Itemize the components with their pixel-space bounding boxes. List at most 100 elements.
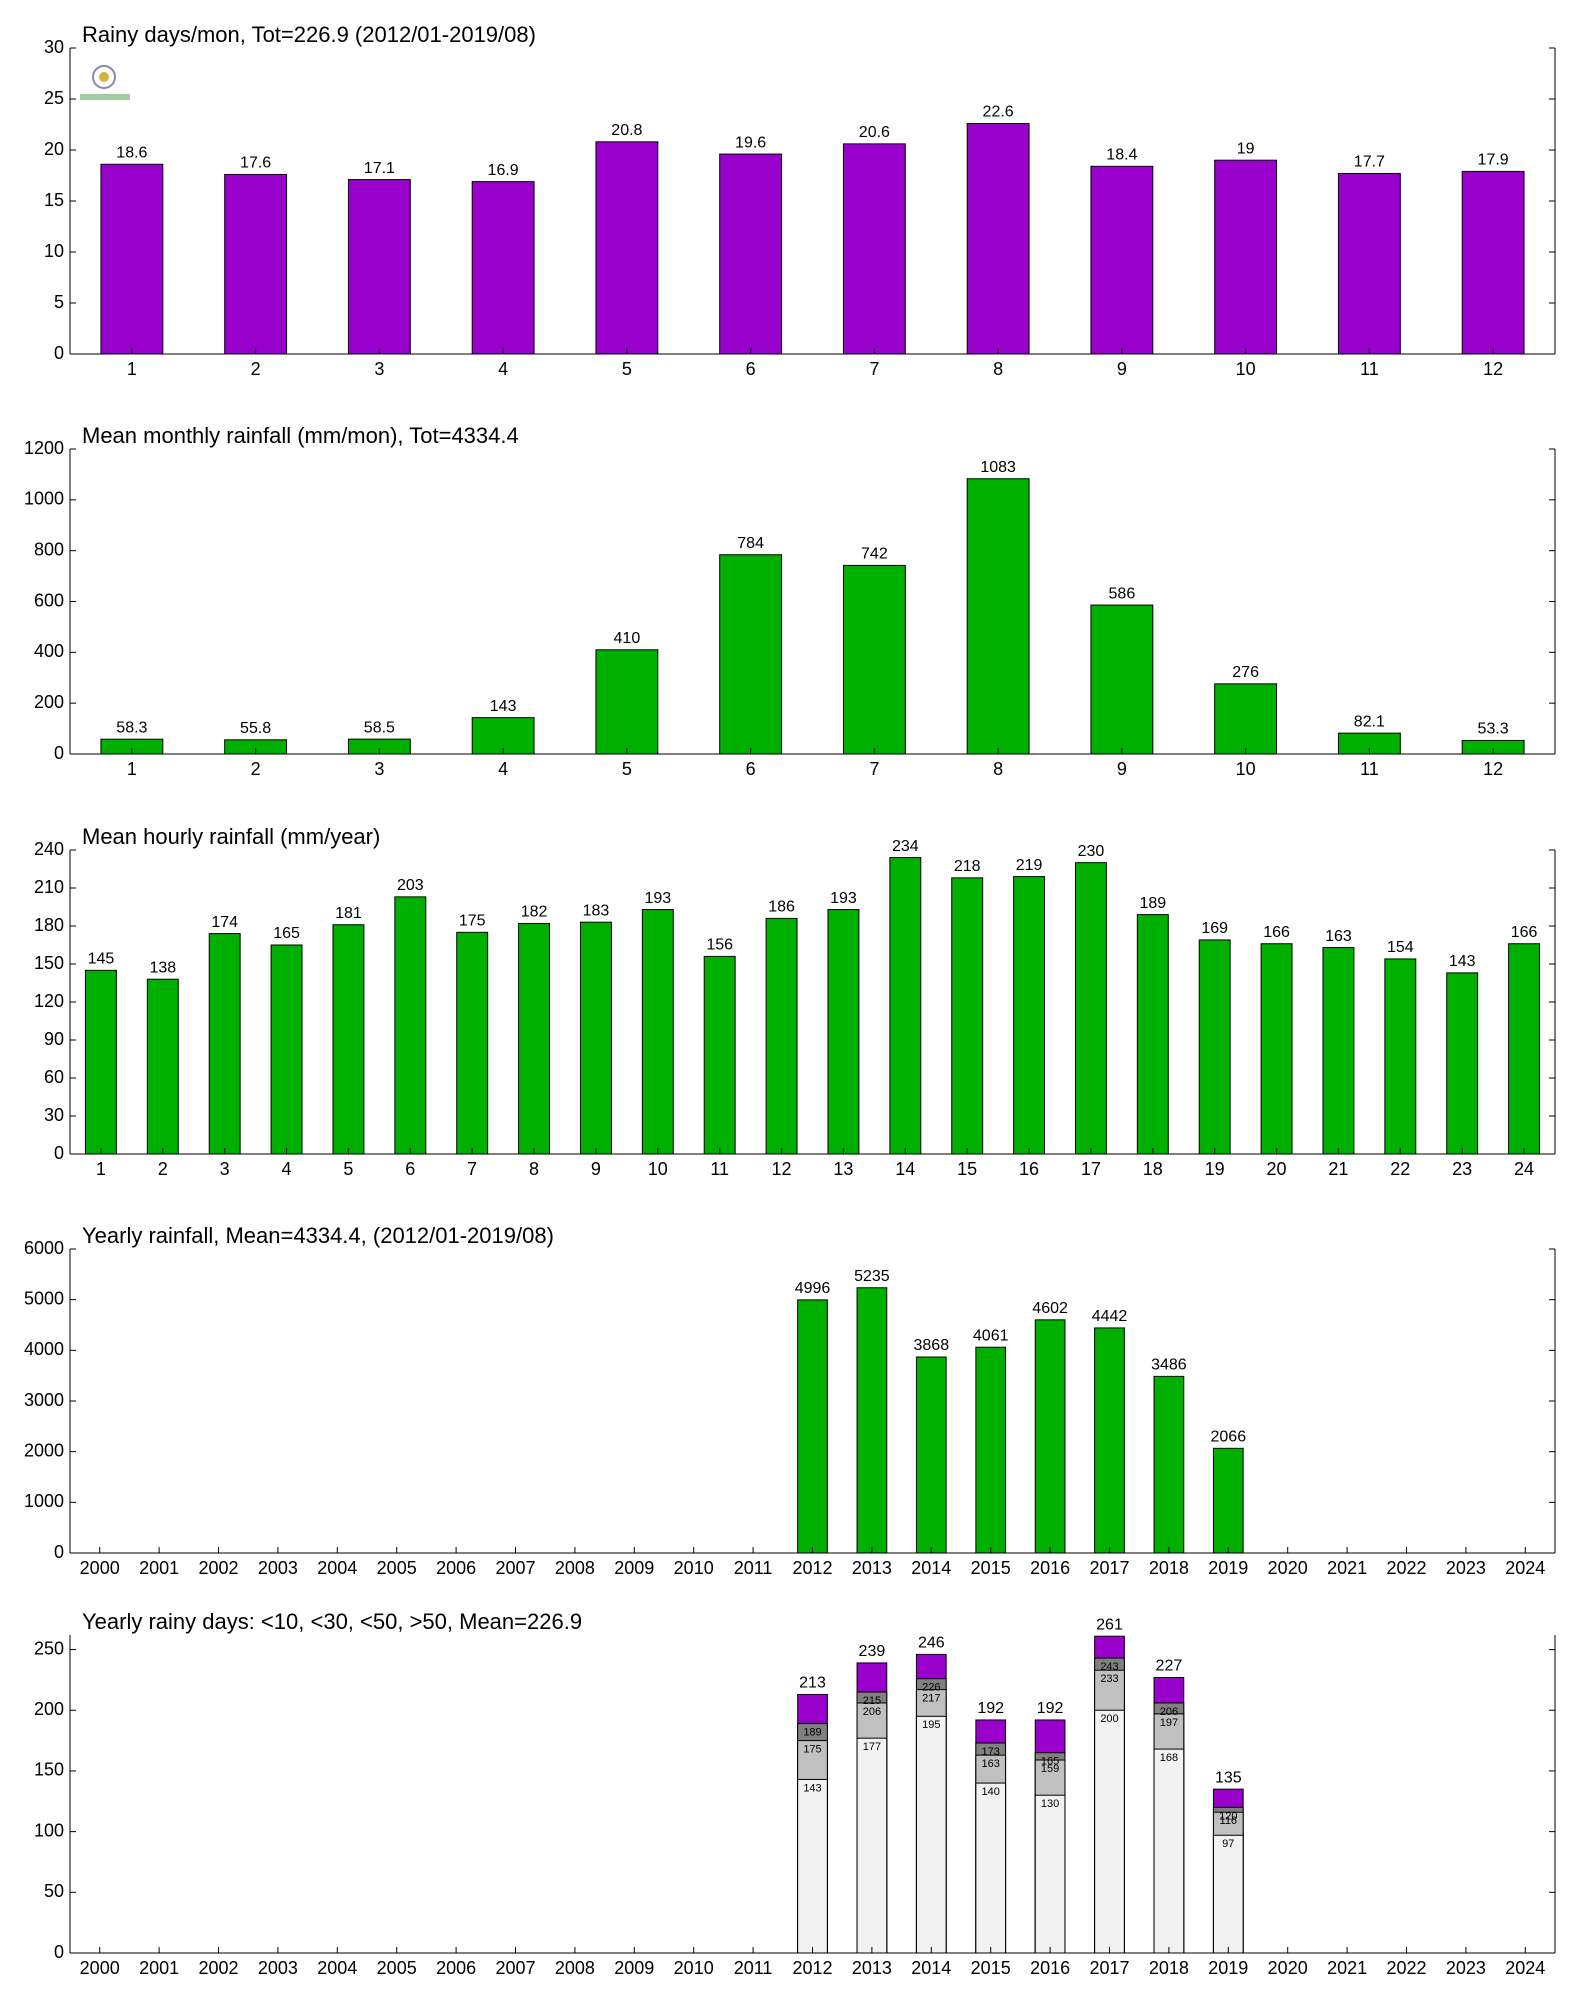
- x-tick-label: 2024: [1505, 1558, 1545, 1578]
- x-tick-label: 2: [251, 359, 261, 379]
- x-tick-label: 18: [1143, 1159, 1163, 1179]
- bar: [915, 1715, 947, 1954]
- bar: [224, 173, 288, 355]
- value-label: 17.1: [364, 160, 395, 177]
- y-tick-label: 200: [34, 1699, 64, 1719]
- x-tick-label: 12: [1483, 359, 1503, 379]
- y-tick-label: 0: [54, 1942, 64, 1962]
- x-tick-label: 6: [746, 359, 756, 379]
- x-tick-label: 15: [957, 1159, 977, 1179]
- bar: [1461, 170, 1525, 355]
- value-label: 16.9: [488, 162, 519, 179]
- bar: [1322, 947, 1355, 1155]
- bar: [915, 1356, 947, 1554]
- x-tick-label: 4: [282, 1159, 292, 1179]
- value-label: 175: [803, 1744, 821, 1756]
- bar: [1090, 165, 1154, 355]
- value-label: 20.6: [859, 124, 890, 141]
- value-label: 154: [1387, 939, 1414, 956]
- x-tick-label: 2008: [555, 1558, 595, 1578]
- x-tick-label: 5: [622, 759, 632, 779]
- x-tick-label: 6: [746, 759, 756, 779]
- bar: [1508, 943, 1541, 1155]
- y-tick-label: 50: [44, 1881, 64, 1901]
- x-tick-label: 2020: [1268, 1558, 1308, 1578]
- x-tick-label: 2019: [1208, 1558, 1248, 1578]
- value-label: 4061: [973, 1327, 1009, 1344]
- bar: [394, 896, 427, 1155]
- value-label: 135: [1215, 1769, 1242, 1786]
- x-tick-label: 8: [993, 359, 1003, 379]
- y-tick-label: 6000: [24, 1238, 64, 1258]
- x-tick-label: 2003: [258, 1958, 298, 1978]
- value-label: 4442: [1092, 1308, 1128, 1325]
- bar: [518, 922, 551, 1155]
- value-label: 233: [1100, 1673, 1118, 1685]
- x-tick-label: 2004: [317, 1958, 357, 1978]
- x-tick-label: 2010: [674, 1558, 714, 1578]
- value-label: 3486: [1151, 1357, 1187, 1374]
- x-tick-label: 2001: [139, 1958, 179, 1978]
- x-tick-label: 2017: [1089, 1558, 1129, 1578]
- bar: [765, 917, 798, 1155]
- bar: [842, 143, 906, 355]
- x-tick-label: 9: [591, 1159, 601, 1179]
- value-label: 168: [1160, 1752, 1178, 1764]
- value-label: 17.9: [1478, 152, 1509, 169]
- y-tick-label: 240: [34, 839, 64, 859]
- value-label: 243: [1100, 1661, 1118, 1673]
- x-tick-label: 2012: [792, 1958, 832, 1978]
- bar: [641, 909, 674, 1155]
- value-label: 4602: [1032, 1300, 1068, 1317]
- x-tick-label: 2013: [852, 1558, 892, 1578]
- x-tick-label: 2005: [377, 1958, 417, 1978]
- y-tick-label: 120: [34, 991, 64, 1011]
- value-label: 19: [1237, 140, 1255, 157]
- x-tick-label: 2021: [1327, 1958, 1367, 1978]
- y-tick-label: 90: [44, 1029, 64, 1049]
- x-tick-label: 2: [251, 759, 261, 779]
- value-label: 165: [273, 925, 300, 942]
- bar: [719, 153, 783, 355]
- value-label: 230: [1078, 843, 1105, 860]
- bar: [966, 478, 1030, 755]
- value-label: 183: [583, 902, 610, 919]
- x-tick-label: 11: [1360, 759, 1379, 779]
- value-label: 186: [768, 899, 795, 916]
- bar: [1214, 683, 1278, 755]
- x-tick-label: 7: [869, 359, 879, 379]
- x-tick-label: 11: [1360, 359, 1379, 379]
- y-tick-label: 210: [34, 877, 64, 897]
- bar: [1446, 972, 1479, 1155]
- value-label: 215: [863, 1695, 881, 1707]
- value-label: 219: [1016, 857, 1043, 874]
- value-label: 19.6: [735, 134, 766, 151]
- value-label: 174: [211, 914, 238, 931]
- bar: [966, 122, 1030, 355]
- x-tick-label: 11: [710, 1159, 729, 1179]
- y-tick-label: 0: [54, 743, 64, 763]
- x-tick-label: 2022: [1386, 1558, 1426, 1578]
- x-tick-label: 2002: [198, 1958, 238, 1978]
- value-label: 189: [803, 1727, 821, 1739]
- x-tick-label: 2023: [1446, 1958, 1486, 1978]
- value-label: 193: [644, 890, 671, 907]
- y-tick-label: 25: [44, 88, 64, 108]
- value-label: 189: [1139, 895, 1166, 912]
- x-tick-label: 6: [405, 1159, 415, 1179]
- y-tick-label: 5: [54, 292, 64, 312]
- x-tick-label: 2015: [971, 1958, 1011, 1978]
- x-tick-label: 3: [220, 1159, 230, 1179]
- x-tick-label: 3: [374, 359, 384, 379]
- value-label: 410: [614, 630, 641, 647]
- x-tick-label: 12: [772, 1159, 792, 1179]
- bar: [1013, 876, 1046, 1155]
- x-tick-label: 4: [498, 759, 508, 779]
- bar: [595, 141, 659, 355]
- bar: [1034, 1794, 1066, 1954]
- value-label: 58.5: [364, 719, 395, 736]
- x-tick-label: 2002: [198, 1558, 238, 1578]
- value-label: 197: [1160, 1717, 1178, 1729]
- x-tick-label: 8: [993, 759, 1003, 779]
